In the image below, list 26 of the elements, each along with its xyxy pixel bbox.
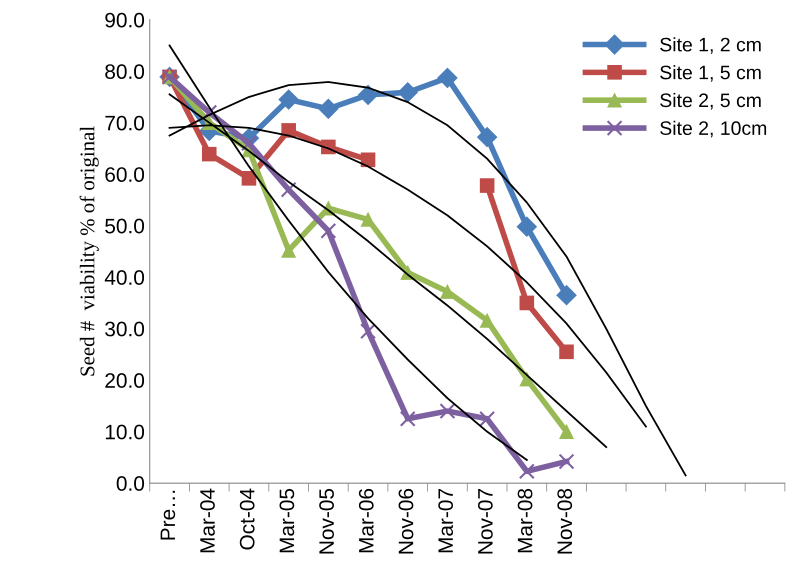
y-tick-label: 30.0 [105, 322, 144, 336]
x-tick-label: Nov-06 [398, 488, 414, 554]
y-tick-label: 40.0 [104, 270, 144, 285]
y-tick-label: 20.0 [105, 373, 144, 388]
x-tick-label: Pre… [160, 490, 176, 540]
y-tick-label: 80.0 [105, 64, 144, 79]
x-tick-label: Oct-04 [240, 488, 255, 550]
legend-label: Site 1, 2 cm [660, 37, 761, 54]
x-tick-label: Mar-08 [518, 488, 532, 552]
x-tick-label: Mar-05 [279, 488, 294, 552]
legend-label: Site 2, 10cm [660, 120, 766, 138]
y-tick-label: 10.0 [106, 424, 144, 440]
legend-label: Site 2, 5 cm [660, 92, 761, 110]
y-tick-label: 70.0 [105, 116, 144, 130]
x-tick-label: Mar-07 [438, 489, 454, 552]
x-tick-label: Nov-07 [478, 489, 493, 554]
y-axis-title: Seed # viability % of original [80, 126, 99, 376]
x-tick-label: Nov-05 [319, 488, 334, 554]
legend-label: Site 1, 5 cm [660, 65, 761, 82]
y-tick-label: 90.0 [105, 12, 144, 28]
y-tick-label: 60.0 [105, 167, 144, 182]
y-tick-label: 50.0 [105, 218, 144, 234]
x-tick-label: Mar-04 [200, 488, 215, 552]
y-tick-label: 0.0 [116, 476, 144, 491]
x-tick-label: Mar-06 [358, 488, 374, 552]
x-tick-label: Nov-08 [557, 488, 572, 554]
